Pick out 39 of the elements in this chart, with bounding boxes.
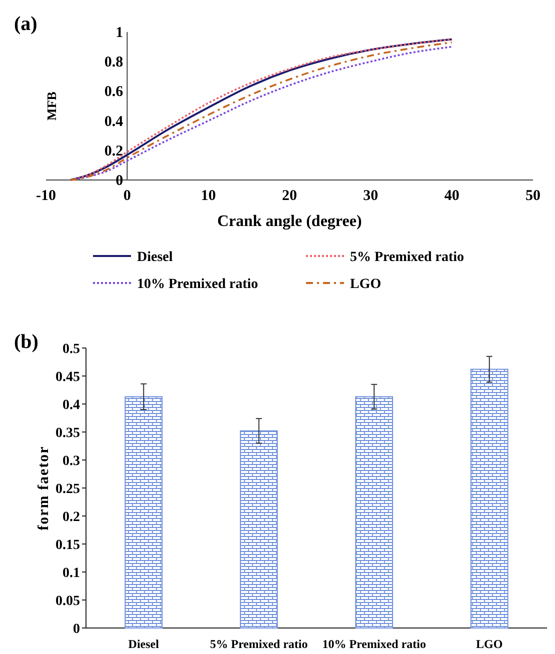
y-tick-label: 0.05 xyxy=(56,594,80,609)
y-tick-label: 0.25 xyxy=(56,482,80,497)
x-tick-label: 30 xyxy=(363,188,378,204)
x-tick-label: 40 xyxy=(444,188,460,204)
x-tick-label: LGO xyxy=(476,637,503,651)
legend-label: Diesel xyxy=(137,250,173,265)
y-tick-label: 0.1 xyxy=(62,566,80,581)
x-tick-label: Diesel xyxy=(128,637,160,651)
chart-title: (a) xyxy=(14,13,38,35)
y-tick-label: 0.2 xyxy=(104,143,124,160)
y-tick-label: 0.8 xyxy=(104,54,124,71)
y-axis-title: form faetor xyxy=(36,446,52,530)
y-tick-label: 0.4 xyxy=(62,398,80,413)
legend-label: 5% Premixed ratio xyxy=(350,250,464,265)
y-tick-label: 0.45 xyxy=(56,370,80,385)
y-tick-label: 0 xyxy=(73,622,80,637)
x-tick-label: 50 xyxy=(526,188,540,204)
y-tick-label: 0.3 xyxy=(62,454,80,469)
bar xyxy=(124,396,163,628)
x-tick-label: 10 xyxy=(200,188,216,204)
y-tick-label: 0.15 xyxy=(56,538,80,553)
y-tick-label: 0.5 xyxy=(62,342,80,357)
y-tick-label: 0.6 xyxy=(104,84,124,100)
x-tick-label: 10% Premixed ratio xyxy=(322,637,426,651)
chart-title: (b) xyxy=(14,331,38,353)
y-tick-label: 0.2 xyxy=(62,510,80,525)
y-axis-title: MFB xyxy=(44,91,59,120)
legend-label: LGO xyxy=(350,277,382,292)
legend-label: 10% Premixed ratio xyxy=(137,277,258,292)
x-tick-label: -10 xyxy=(36,188,56,204)
x-tick-label: 20 xyxy=(282,188,297,204)
bar xyxy=(240,430,278,628)
bar xyxy=(470,368,508,628)
bar xyxy=(355,396,394,628)
y-tick-label: 0.4 xyxy=(104,114,124,130)
y-tick-label: 1 xyxy=(116,25,124,41)
x-axis-title: Crank angle (degree) xyxy=(217,213,362,230)
x-tick-label: 5% Premixed ratio xyxy=(210,637,308,651)
y-tick-label: 0.35 xyxy=(56,426,80,441)
